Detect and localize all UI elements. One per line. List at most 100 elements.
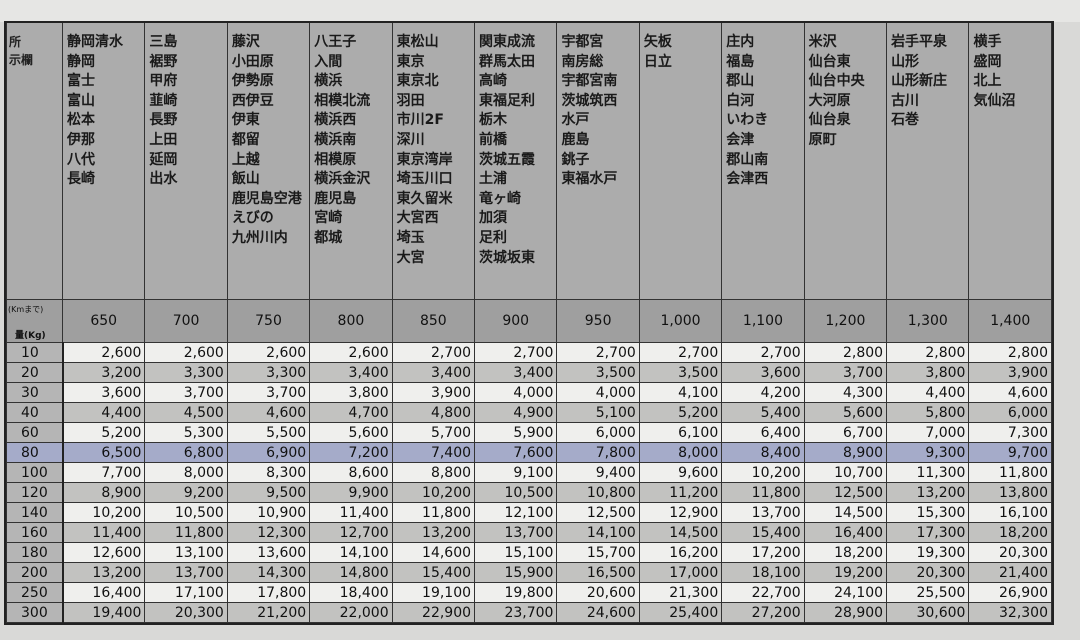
destination-name: 茨城坂東 xyxy=(479,249,536,266)
destination-name: 加須 xyxy=(479,210,508,227)
rate-cell: 10,700 xyxy=(803,462,888,483)
destination-name: 富士 xyxy=(67,73,95,90)
rate-cell: 2,600 xyxy=(226,342,311,363)
destination-name: 宇都宮 xyxy=(561,34,604,50)
destination-name: 相模原 xyxy=(314,151,357,168)
table-row: 60 5,200 5,300 5,500 5,600 5,700 5,900 6,000 6,1… xyxy=(6,422,1052,443)
destination-name: 埼玉川口 xyxy=(396,171,453,188)
destination-name: 古川 xyxy=(891,92,920,109)
rate-cell: 25,500 xyxy=(886,582,970,603)
rate-cell: 5,800 xyxy=(886,402,970,423)
destination-name: 関東成流 xyxy=(479,34,536,50)
rate-cell: 7,700 xyxy=(61,462,146,483)
destination-name: 原町 xyxy=(808,131,837,148)
weight-cell: 30 xyxy=(6,382,64,403)
rate-cell: 25,400 xyxy=(638,602,723,623)
destination-column: 静岡清水 静岡 富士 富山 松本 伊那 八代 長崎 xyxy=(61,23,146,300)
rate-cell: 5,200 xyxy=(61,422,146,443)
destination-name: 庄内 xyxy=(726,34,755,50)
table-row: 160 11,400 11,800 12,300 12,700 13,200 13,700 1… xyxy=(6,522,1052,543)
destination-name: 上田 xyxy=(149,131,178,148)
destination-name: 群馬太田 xyxy=(479,53,536,70)
rate-cell: 2,800 xyxy=(886,342,970,363)
destination-name: 東京湾岸 xyxy=(396,151,453,168)
paper-margin xyxy=(0,0,1080,22)
destination-name: 鹿島 xyxy=(561,131,590,148)
destination-name: 郡山 xyxy=(726,73,755,90)
rate-cell: 3,800 xyxy=(886,362,970,383)
rate-cell: 22,000 xyxy=(309,602,393,623)
rate-cell: 2,600 xyxy=(309,342,393,363)
table-row: 200 13,200 13,700 14,300 14,800 15,400 15,900 1… xyxy=(6,562,1052,583)
destination-name: 郡山南 xyxy=(726,151,769,168)
rate-cell: 12,700 xyxy=(309,522,393,543)
rate-cell: 11,300 xyxy=(886,462,970,483)
destination-name: 上越 xyxy=(231,151,260,168)
destination-name: 都留 xyxy=(231,131,260,148)
rate-cell: 3,600 xyxy=(61,382,146,403)
rate-cell: 24,600 xyxy=(556,602,640,623)
rate-cell: 14,100 xyxy=(309,542,393,563)
rate-cell: 20,600 xyxy=(556,582,640,603)
rate-cell: 22,900 xyxy=(391,602,476,623)
rate-cell: 2,700 xyxy=(391,342,476,363)
rate-cell: 15,900 xyxy=(474,562,558,583)
destination-name: 三島 xyxy=(149,34,178,50)
table-row: 300 19,400 20,300 21,200 22,000 22,900 23,700 2… xyxy=(6,602,1052,623)
table-row: 100 7,700 8,000 8,300 8,600 8,800 9,100 9,400 9,… xyxy=(6,462,1052,483)
destination-column: 米沢 仙台東 仙台中央 大河原 仙台泉 原町 xyxy=(803,23,888,300)
destination-column: 関東成流 群馬太田 高崎 東福足利 栃木 前橋 茨城五霞 土浦 竜ヶ崎 加須 足利 茨城坂東 xyxy=(474,23,558,300)
rate-cell: 7,600 xyxy=(474,442,558,463)
table-row: 80 6,500 6,800 6,900 7,200 7,400 7,600 7,800 8,0… xyxy=(6,442,1052,463)
rate-cell: 18,400 xyxy=(309,582,393,603)
shipping-rate-table: 所 示欄 静岡清水 静岡 富士 富山 松本 伊那 八代 長崎 三島 裾野 甲府 韮崎 長野 上田 延岡 出水藤… xyxy=(4,21,1054,625)
rate-cell: 16,100 xyxy=(968,502,1052,523)
destination-name: 相模北流 xyxy=(314,92,371,109)
rate-cell: 2,600 xyxy=(61,342,146,363)
rate-cell: 4,800 xyxy=(391,402,476,423)
table-row: 180 12,600 13,100 13,600 14,100 14,600 15,100 1… xyxy=(6,542,1052,563)
rate-cell: 10,800 xyxy=(556,482,640,503)
rate-cell: 9,600 xyxy=(638,462,723,483)
rate-cell: 6,000 xyxy=(556,422,640,443)
rate-cell: 4,200 xyxy=(721,382,805,403)
weight-cell: 60 xyxy=(6,422,64,443)
destination-name: 横浜 xyxy=(314,73,343,90)
rate-cell: 6,500 xyxy=(61,442,146,463)
rate-cell: 20,300 xyxy=(968,542,1052,563)
destination-name: 伊勢原 xyxy=(231,73,274,90)
rate-cell: 5,600 xyxy=(309,422,393,443)
rate-cell: 5,400 xyxy=(721,402,805,423)
destination-name: 北上 xyxy=(973,73,1002,90)
rate-cell: 17,300 xyxy=(886,522,970,543)
rate-cell: 5,200 xyxy=(638,402,723,423)
destination-name: 都城 xyxy=(314,229,343,246)
rate-cell: 3,300 xyxy=(226,362,311,383)
destination-name: 横浜西 xyxy=(314,112,357,129)
weight-cell: 10 xyxy=(6,342,64,363)
rate-cell: 14,500 xyxy=(803,502,888,523)
rate-cell: 24,100 xyxy=(803,582,888,603)
destination-name: 鹿児島 xyxy=(314,190,357,207)
destination-name: 松本 xyxy=(67,112,95,129)
distance-row: (Kmまで) 量(Kg) 650 700 750 800 850 900 950 1,000 1… xyxy=(6,299,1052,343)
rate-cell: 5,900 xyxy=(474,422,558,443)
weight-label: 量(Kg) xyxy=(15,331,46,341)
rate-cell: 12,100 xyxy=(474,502,558,523)
rate-cell: 10,500 xyxy=(144,502,228,523)
rate-cell: 5,700 xyxy=(391,422,476,443)
rate-cell: 11,400 xyxy=(309,502,393,523)
axis-label-cell: (Kmまで) 量(Kg) xyxy=(6,299,63,343)
corner-label-2: 示欄 xyxy=(9,53,34,67)
destination-name: 宮崎 xyxy=(314,210,343,227)
destination-name: 茨城筑西 xyxy=(561,92,618,109)
destination-name: 仙台東 xyxy=(808,53,851,70)
rate-cell: 11,200 xyxy=(638,482,723,503)
table-row: 40 4,400 4,500 4,600 4,700 4,800 4,900 5,100 5,2… xyxy=(6,402,1052,423)
distance-label: (Kmまで) xyxy=(8,305,44,314)
rate-cell: 14,600 xyxy=(391,542,476,563)
rate-cell: 22,700 xyxy=(721,582,805,603)
destination-name: 九州川内 xyxy=(231,229,288,246)
rate-cell: 18,100 xyxy=(721,562,805,583)
destination-name: 埼玉 xyxy=(396,229,425,246)
